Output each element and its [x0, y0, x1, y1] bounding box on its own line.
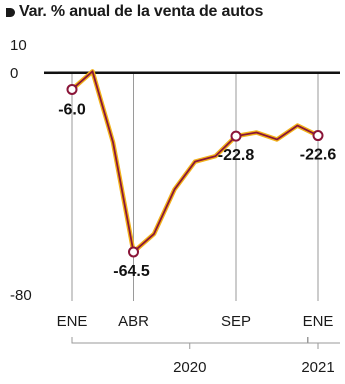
y-tick-label-2: -80: [10, 287, 32, 304]
chart-title: Var. % anual de la venta de autos: [19, 3, 264, 20]
x-tick-label-3: ENE: [303, 313, 334, 330]
marker-layer: [66, 83, 324, 258]
data-marker-1: [128, 246, 139, 258]
y-tick-label-1: 0: [10, 65, 18, 82]
x-tick-label-2: SEP: [221, 313, 251, 330]
series-layer: [69, 69, 321, 255]
y-tick-label-0: 10: [10, 37, 27, 54]
data-label-3: -22.6: [300, 147, 337, 164]
year-label-2021: 2021: [301, 359, 334, 376]
data-label-2: -22.8: [218, 147, 255, 164]
data-marker-0: [66, 83, 78, 95]
chart-title-wrap: Var. % anual de la venta de autos: [6, 2, 345, 24]
data-label-0: -6.0: [58, 101, 86, 118]
label-layer: -6.0 -64.5 -22.8 -22.6: [58, 101, 336, 280]
year-bracket-2020: [71, 337, 308, 344]
data-marker-3: [312, 130, 324, 142]
year-label-2020: 2020: [173, 359, 206, 376]
x-tick-label-1: ABR: [118, 313, 149, 330]
x-tick-label-0: ENE: [57, 313, 88, 330]
data-label-1: -64.5: [113, 263, 150, 280]
axis-layer: 10 0 -80 ENE ABR SEP ENE 2020 2021: [10, 37, 340, 376]
year-bracket-2021: [307, 337, 340, 344]
data-marker-2: [230, 130, 242, 142]
series-line: [71, 70, 319, 253]
grid-layer: [71, 72, 319, 301]
title-bullet-icon: [6, 8, 15, 17]
